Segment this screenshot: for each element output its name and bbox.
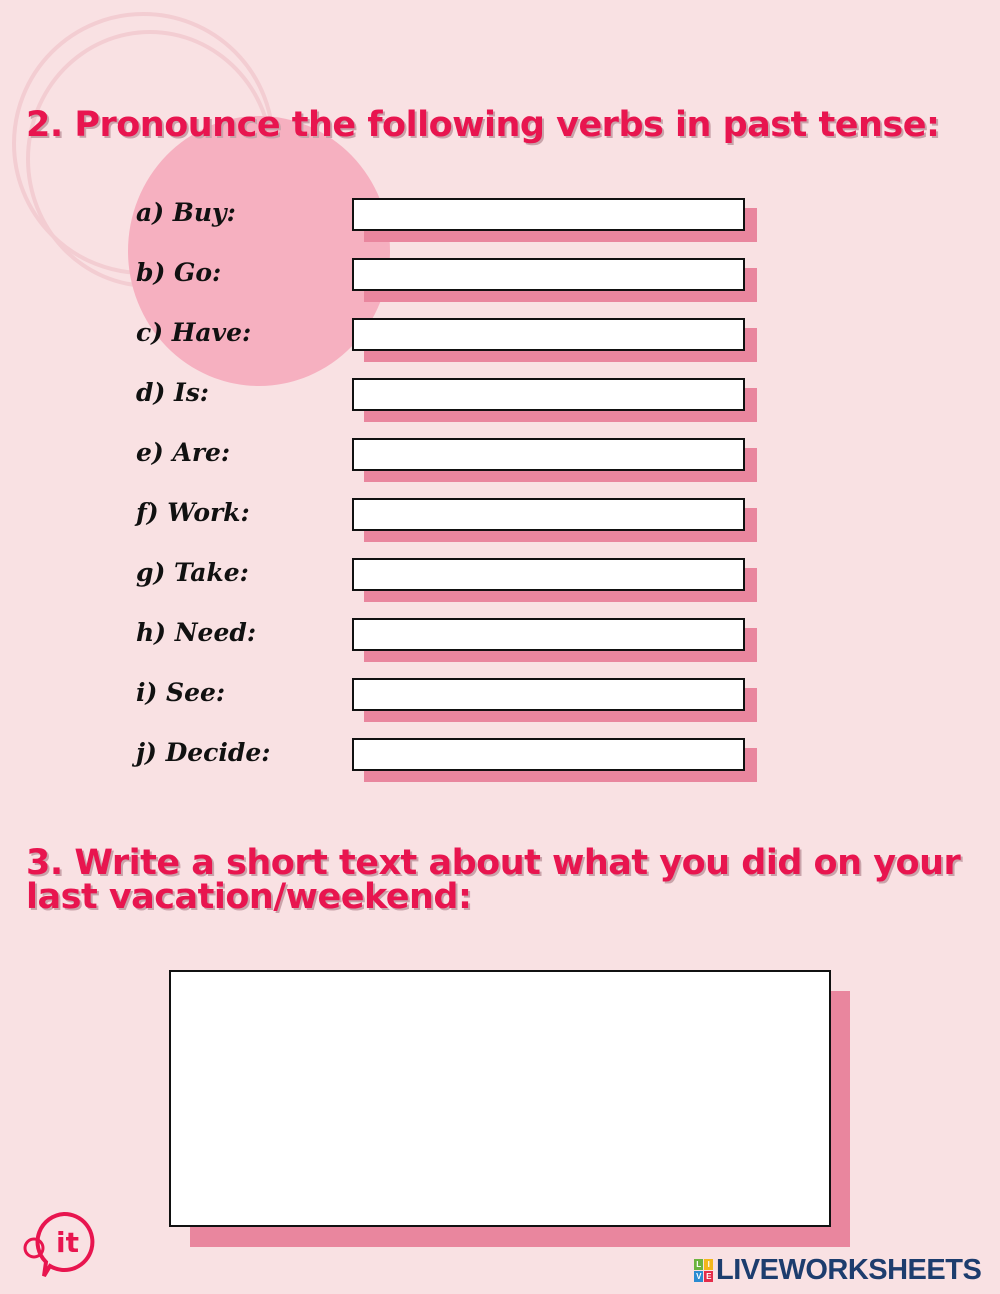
verb-label: j) Decide:: [136, 738, 271, 767]
decorative-circle: [128, 116, 390, 386]
brand-text: LIVEWORKSHEETS: [716, 1254, 982, 1286]
verb-answer-input[interactable]: [352, 378, 745, 411]
verb-label: a) Buy:: [136, 198, 236, 227]
verb-label: f) Work:: [136, 498, 250, 527]
verb-label: g) Take:: [136, 558, 249, 587]
verb-label: e) Are:: [136, 438, 231, 467]
verb-answer-input[interactable]: [352, 558, 745, 591]
svg-text:it: it: [56, 1226, 79, 1259]
verb-answer-input[interactable]: [352, 258, 745, 291]
verb-answer-input[interactable]: [352, 498, 745, 531]
verb-answer-input[interactable]: [352, 318, 745, 351]
liveworksheets-badge-icon: L I V E: [694, 1259, 713, 1282]
short-text-input[interactable]: [169, 970, 831, 1227]
it-logo-icon: it: [23, 1211, 95, 1278]
verb-label: c) Have:: [136, 318, 252, 347]
verb-label: h) Need:: [136, 618, 257, 647]
verb-label: d) Is:: [136, 378, 210, 407]
section-2-title: 2. Pronounce the following verbs in past…: [26, 105, 940, 145]
verb-label: i) See:: [136, 678, 226, 707]
verb-label: b) Go:: [136, 258, 222, 287]
liveworksheets-brand: L I V E LIVEWORKSHEETS: [694, 1254, 982, 1287]
verb-answer-input[interactable]: [352, 198, 745, 231]
section-3-title-line-2: last vacation/weekend:: [26, 877, 472, 917]
verb-answer-input[interactable]: [352, 678, 745, 711]
verb-answer-input[interactable]: [352, 438, 745, 471]
verb-answer-input[interactable]: [352, 738, 745, 771]
section-3-title-line-1: 3. Write a short text about what you did…: [26, 843, 961, 883]
verb-answer-input[interactable]: [352, 618, 745, 651]
